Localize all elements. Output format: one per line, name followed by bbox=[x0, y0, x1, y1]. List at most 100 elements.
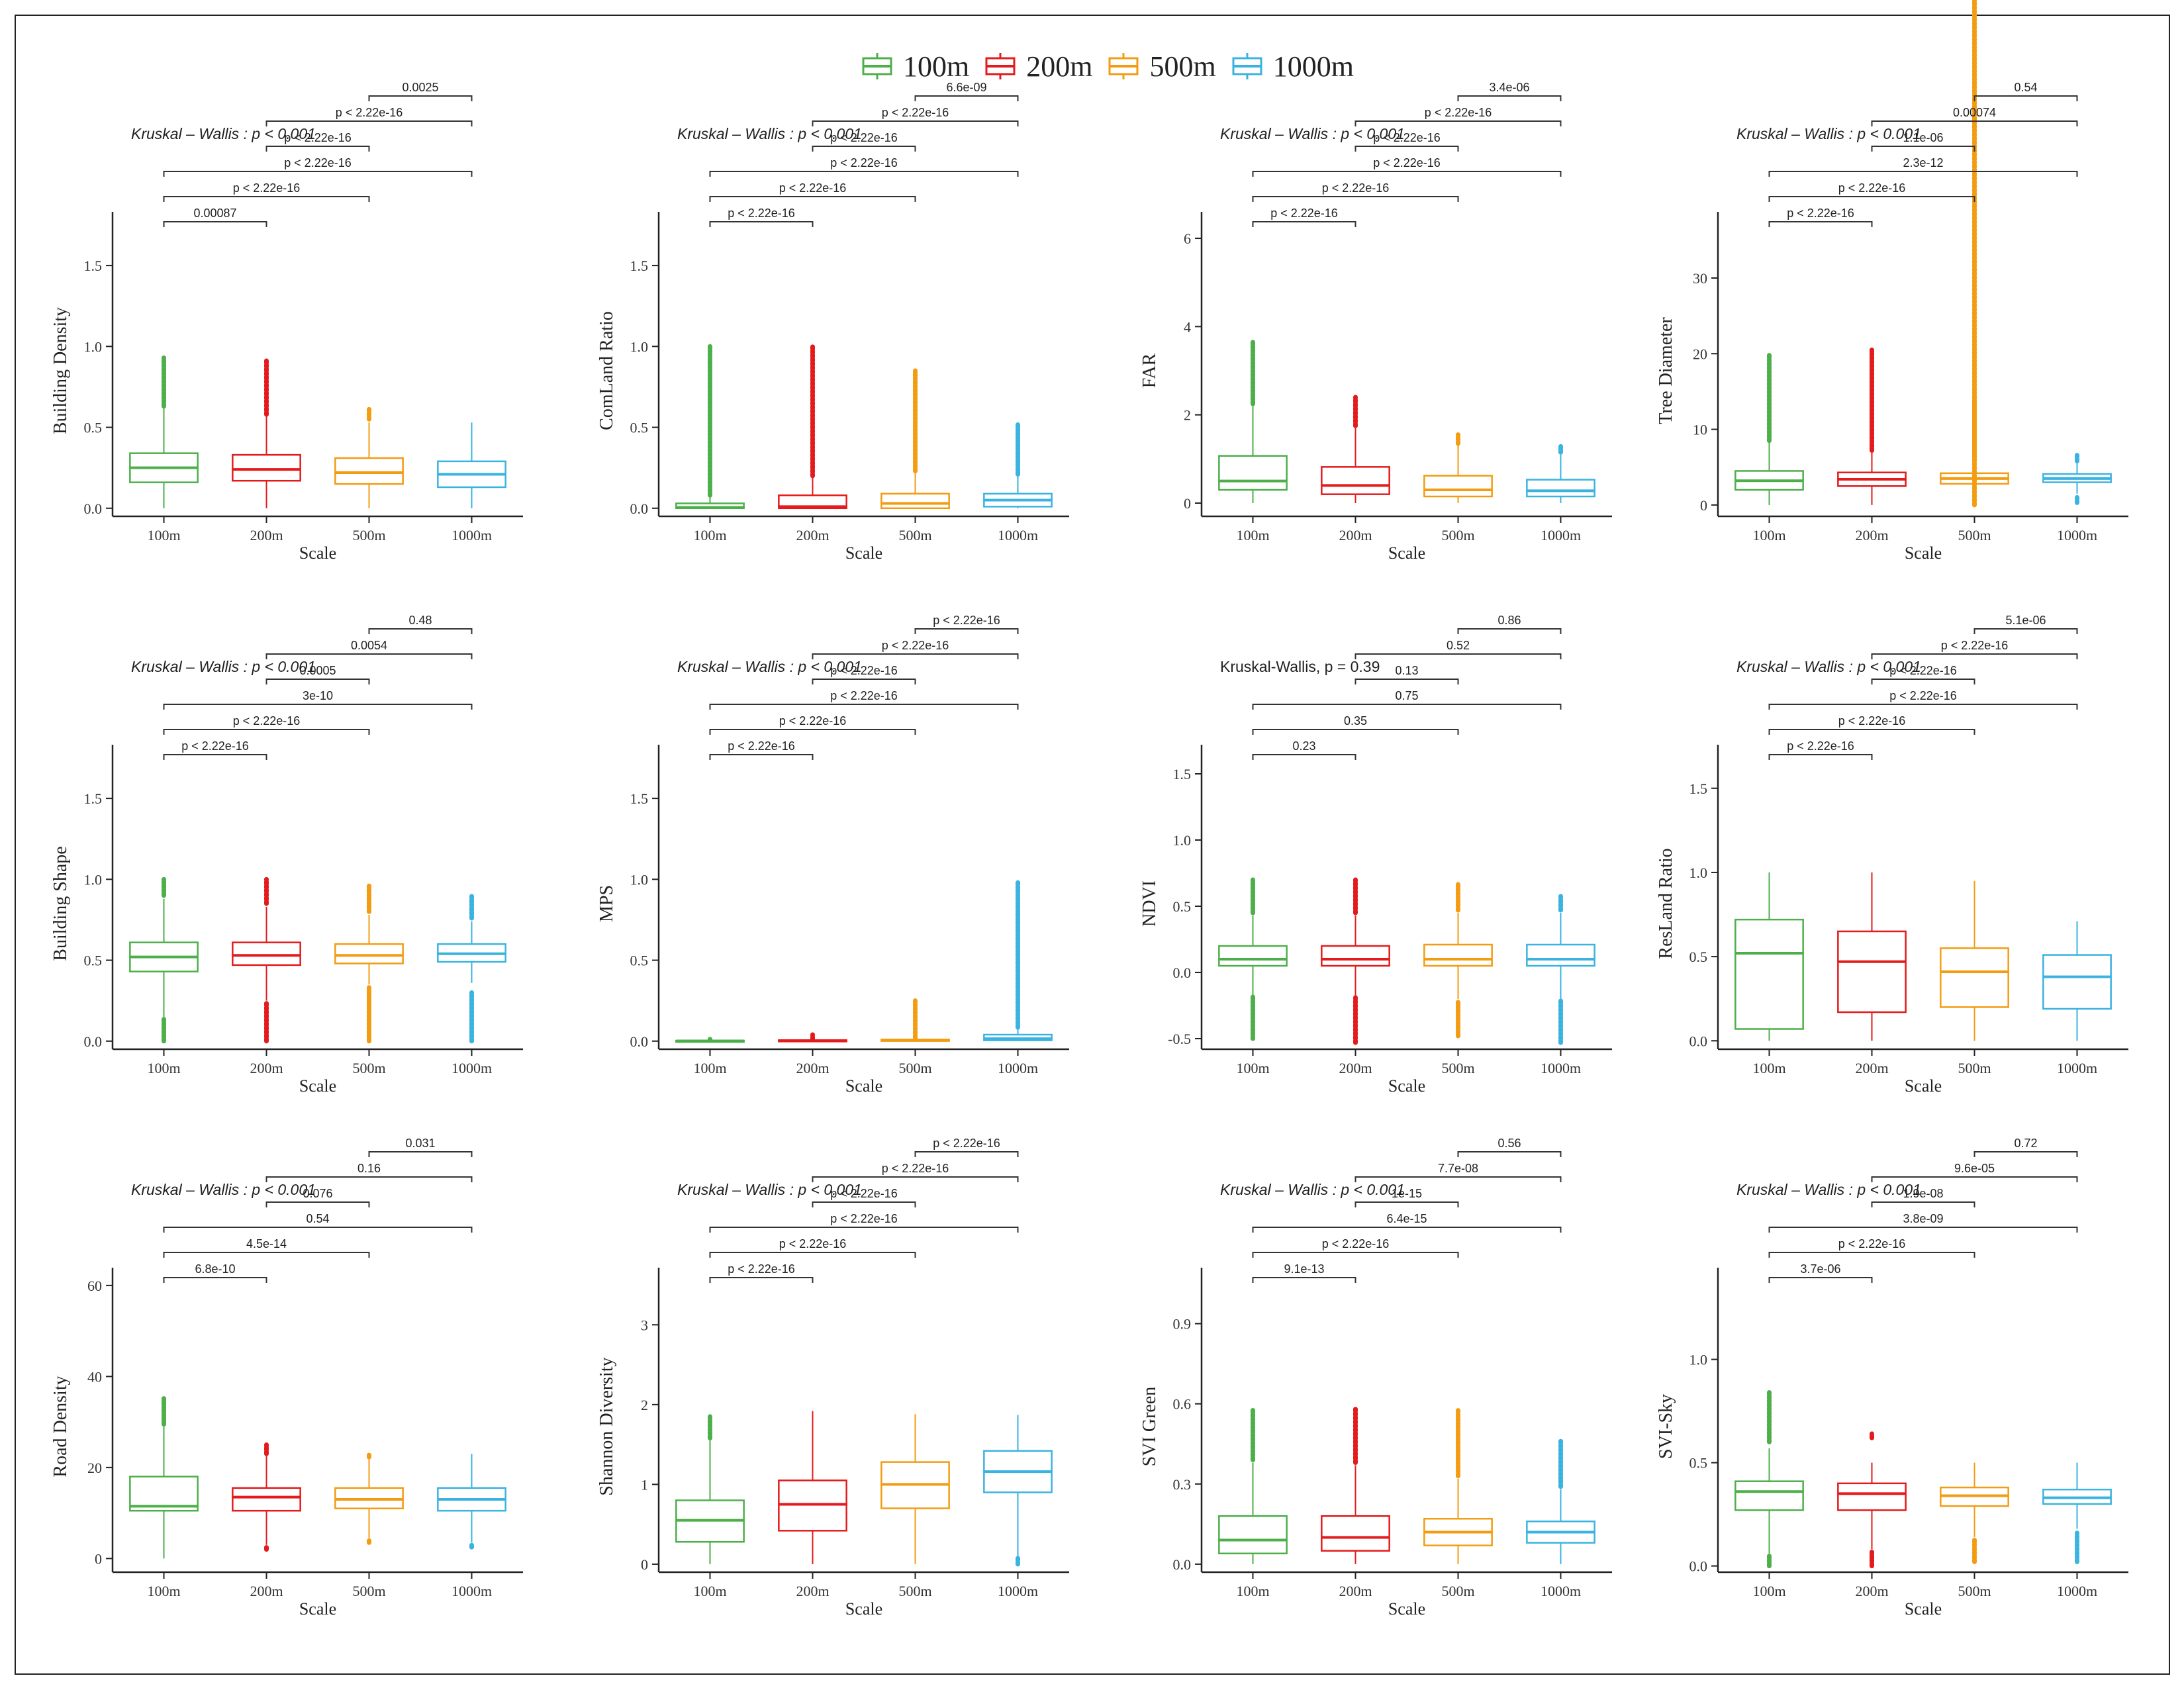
bracket-label: p < 2.22e-16 bbox=[1889, 689, 1957, 702]
x-tick-label: 200m bbox=[1855, 1060, 1888, 1076]
bracket-label: p < 2.22e-16 bbox=[284, 156, 352, 169]
box-iqr bbox=[1423, 943, 1493, 967]
bracket-label: 6.8e-10 bbox=[195, 1262, 235, 1276]
x-tick-label: 1000m bbox=[998, 1583, 1038, 1599]
y-tick-label: 0.5 bbox=[1689, 949, 1708, 965]
x-tick-label: 100m bbox=[1752, 1583, 1785, 1599]
figure-frame bbox=[15, 15, 2170, 1675]
bracket-label: 9.1e-13 bbox=[1284, 1262, 1324, 1276]
comparison-bracket: p < 2.22e-16 bbox=[163, 739, 267, 760]
bracket-line bbox=[709, 1227, 1019, 1233]
box-iqr bbox=[1526, 479, 1595, 498]
y-axis-title: FAR bbox=[1139, 353, 1160, 388]
comparison-bracket: 1.9e-08 bbox=[1871, 1187, 1975, 1207]
bracket-label: p < 2.22e-16 bbox=[1787, 207, 1854, 220]
x-axis-title: Scale bbox=[1388, 1076, 1425, 1096]
box-500m bbox=[1940, 1462, 2009, 1564]
x-tick-label: 200m bbox=[1855, 527, 1888, 543]
comparison-bracket: p < 2.22e-16 bbox=[709, 739, 814, 760]
x-axis-title: Scale bbox=[845, 543, 882, 563]
y-axis-title: SVI Green bbox=[1139, 1387, 1160, 1467]
box-iqr bbox=[880, 493, 950, 510]
comparison-bracket: p < 2.22e-16 bbox=[709, 1237, 916, 1258]
y-tick-label: 1.0 bbox=[1689, 865, 1708, 881]
y-tick-label: 1.5 bbox=[630, 258, 649, 274]
comparison-bracket: 6.4e-15 bbox=[1252, 1212, 1562, 1233]
x-tick-label: 500m bbox=[1958, 1583, 1991, 1599]
bracket-label: 0.72 bbox=[2014, 1137, 2037, 1150]
comparison-bracket: p < 2.22e-16 bbox=[1768, 689, 2078, 710]
comparison-bracket: 0.56 bbox=[1457, 1137, 1562, 1157]
chart-panel-ndvi: -0.5 0.0 0.5 1.0 1.5 100m 200m 500m 1000m Scale ND… bbox=[1139, 614, 1612, 1096]
y-tick-label: 0 bbox=[641, 1556, 648, 1573]
bracket-line bbox=[709, 221, 814, 227]
bracket-label: p < 2.22e-16 bbox=[779, 181, 847, 195]
box-100m bbox=[675, 1037, 745, 1043]
x-tick-label: 100m bbox=[1236, 1060, 1269, 1076]
bracket-label: p < 2.22e-16 bbox=[830, 689, 898, 702]
comparison-bracket: p < 2.22e-16 bbox=[812, 1162, 1019, 1182]
x-tick-label: 100m bbox=[147, 1060, 180, 1076]
x-tick-label: 200m bbox=[796, 1060, 829, 1076]
bracket-label: p < 2.22e-16 bbox=[1787, 739, 1854, 753]
bracket-line bbox=[1252, 729, 1459, 735]
x-tick-label: 200m bbox=[250, 527, 283, 543]
y-tick-label: 1.0 bbox=[1173, 832, 1192, 849]
y-tick-label: 0.0 bbox=[630, 1033, 649, 1050]
legend-item-1000m: 1000m bbox=[1231, 50, 1354, 83]
box-iqr bbox=[1321, 945, 1390, 967]
bracket-line bbox=[163, 171, 473, 177]
bracket-line bbox=[1252, 196, 1459, 202]
box-100m bbox=[1218, 1407, 1288, 1564]
comparison-bracket: p < 2.22e-16 bbox=[1354, 131, 1459, 152]
legend-label: 1000m bbox=[1272, 50, 1354, 83]
box-500m bbox=[880, 1414, 950, 1564]
y-tick-label: 1.0 bbox=[84, 338, 103, 355]
bracket-line bbox=[265, 1201, 370, 1207]
y-axis-title: MPS bbox=[596, 885, 617, 922]
box-200m bbox=[232, 876, 301, 1044]
bracket-label: p < 2.22e-16 bbox=[779, 714, 847, 728]
y-tick-label: 1.5 bbox=[84, 258, 103, 274]
bracket-label: 0.00087 bbox=[193, 207, 236, 220]
bracket-label: p < 2.22e-16 bbox=[830, 131, 898, 144]
comparison-bracket: 6.6e-09 bbox=[914, 81, 1019, 101]
comparison-bracket: p < 2.22e-16 bbox=[709, 1262, 814, 1283]
kruskal-wallis-label: Kruskal – Wallis : p < 0.001 bbox=[1736, 658, 1921, 675]
x-tick-label: 500m bbox=[1958, 527, 1991, 543]
bracket-label: p < 2.22e-16 bbox=[830, 156, 898, 169]
chart-panel-building-density: 0.0 0.5 1.0 1.5 100m 200m 500m 1000m Scale Buildi… bbox=[50, 81, 523, 563]
y-tick-label: 40 bbox=[87, 1368, 102, 1385]
bracket-line bbox=[265, 146, 370, 152]
comparison-bracket: p < 2.22e-16 bbox=[1871, 639, 2078, 659]
x-tick-label: 200m bbox=[796, 1583, 829, 1599]
legend-key-500m bbox=[1108, 53, 1139, 79]
comparison-bracket: 0.52 bbox=[1354, 639, 1562, 659]
comparison-bracket: 9.1e-13 bbox=[1252, 1262, 1356, 1283]
bracket-label: 0.076 bbox=[303, 1187, 332, 1200]
bracket-line bbox=[1252, 1227, 1562, 1233]
y-tick-label: 0.5 bbox=[1173, 898, 1192, 915]
bracket-line bbox=[1871, 679, 1975, 684]
chart-panel-svi-sky: 0.0 0.5 1.0 100m 200m 500m 1000m Scale SVI-Sky Kr… bbox=[1656, 1137, 2128, 1619]
comparison-bracket: 0.076 bbox=[265, 1187, 370, 1207]
bracket-line bbox=[812, 120, 1019, 126]
box-200m bbox=[232, 1442, 301, 1552]
bracket-line bbox=[1252, 754, 1356, 760]
box-iqr bbox=[1734, 1480, 1804, 1511]
kruskal-wallis-label: Kruskal – Wallis : p < 0.001 bbox=[677, 125, 862, 142]
bracket-label: 0.48 bbox=[408, 614, 432, 627]
box-iqr bbox=[1526, 943, 1595, 967]
y-tick-label: 1.0 bbox=[84, 871, 103, 888]
bracket-label: p < 2.22e-16 bbox=[1838, 1237, 1906, 1250]
box-500m bbox=[1940, 0, 2009, 508]
bracket-line bbox=[1354, 653, 1562, 659]
box-500m bbox=[334, 883, 404, 1044]
bracket-line bbox=[1457, 628, 1562, 634]
y-tick-label: 0.5 bbox=[630, 420, 649, 436]
x-tick-label: 1000m bbox=[1541, 1060, 1581, 1076]
bracket-label: p < 2.22e-16 bbox=[1373, 131, 1441, 144]
bracket-line bbox=[709, 754, 814, 760]
bracket-line bbox=[709, 1252, 916, 1258]
comparison-bracket: 0.35 bbox=[1252, 714, 1459, 735]
